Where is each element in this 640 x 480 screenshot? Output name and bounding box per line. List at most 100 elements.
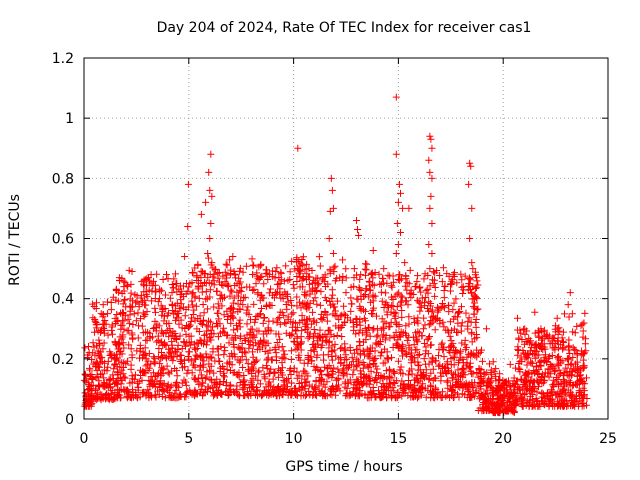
data-point (275, 273, 283, 281)
data-point (140, 388, 148, 396)
data-point (303, 391, 311, 399)
data-point (156, 369, 164, 377)
data-point (256, 337, 264, 345)
data-point (548, 381, 556, 389)
data-point (88, 374, 96, 382)
data-point (461, 272, 469, 280)
data-point (300, 359, 308, 367)
data-point (158, 393, 166, 401)
data-point (138, 376, 146, 384)
data-point (255, 367, 263, 375)
data-point (170, 275, 178, 283)
data-point (131, 375, 139, 383)
data-point (319, 390, 327, 398)
data-point (539, 390, 547, 398)
data-point (427, 383, 435, 391)
data-point (249, 270, 257, 278)
data-point (98, 370, 106, 378)
data-point (394, 336, 402, 344)
data-point (173, 378, 181, 386)
data-point (276, 366, 284, 374)
data-point (134, 309, 142, 317)
data-point (264, 356, 272, 364)
data-point (384, 354, 392, 362)
data-point (398, 307, 406, 315)
data-point (430, 312, 438, 320)
data-point (350, 282, 358, 290)
data-point (573, 322, 581, 330)
data-point (439, 264, 447, 272)
data-point (463, 353, 471, 361)
data-point (568, 393, 576, 401)
data-point (575, 392, 583, 400)
data-point (126, 311, 134, 319)
data-point (264, 275, 272, 283)
data-point (229, 369, 237, 377)
data-point (549, 395, 557, 403)
data-point (396, 271, 404, 279)
data-point (327, 331, 335, 339)
data-point (386, 272, 394, 280)
data-point (219, 272, 227, 280)
data-point (120, 283, 128, 291)
y-tick-label: 1 (65, 111, 74, 127)
data-point (142, 355, 150, 363)
data-point (519, 380, 527, 388)
data-point (534, 328, 542, 336)
data-point (521, 325, 529, 333)
data-point (555, 352, 563, 360)
data-point (340, 302, 348, 310)
data-point (121, 278, 129, 286)
data-point (286, 275, 294, 283)
data-point (181, 312, 189, 320)
data-point (178, 345, 186, 353)
data-point (126, 320, 134, 328)
data-point (246, 367, 254, 375)
data-point (551, 368, 559, 376)
data-point (214, 269, 222, 277)
data-point (505, 397, 513, 405)
data-point (579, 356, 587, 364)
data-point (449, 354, 457, 362)
data-point (286, 365, 294, 373)
data-point (361, 324, 369, 332)
data-point (289, 309, 297, 317)
data-point (541, 377, 549, 385)
data-point (378, 315, 386, 323)
data-point (437, 377, 445, 385)
data-point (95, 336, 103, 344)
data-point (464, 317, 472, 325)
data-point (391, 369, 399, 377)
data-point (166, 348, 174, 356)
data-point (473, 277, 481, 285)
data-point (116, 387, 124, 395)
data-point (438, 278, 446, 286)
data-point (581, 309, 589, 317)
data-point (154, 387, 162, 395)
data-point (96, 390, 104, 398)
data-point (182, 330, 190, 338)
data-point (253, 327, 261, 335)
data-point (410, 341, 418, 349)
data-point (160, 340, 168, 348)
data-point (500, 381, 508, 389)
data-point (282, 291, 290, 299)
data-point (139, 280, 147, 288)
data-point (426, 265, 434, 273)
grid-lines (84, 58, 608, 419)
data-point (209, 345, 217, 353)
data-point (408, 349, 416, 357)
data-point (335, 316, 343, 324)
data-point (188, 297, 196, 305)
data-point (174, 314, 182, 322)
data-point (398, 313, 406, 321)
data-point (166, 294, 174, 302)
data-point (301, 375, 309, 383)
data-point (191, 355, 199, 363)
data-point (414, 351, 422, 359)
data-point (541, 369, 549, 377)
data-point (191, 294, 199, 302)
data-point (264, 339, 272, 347)
data-point (247, 377, 255, 385)
data-point (459, 355, 467, 363)
